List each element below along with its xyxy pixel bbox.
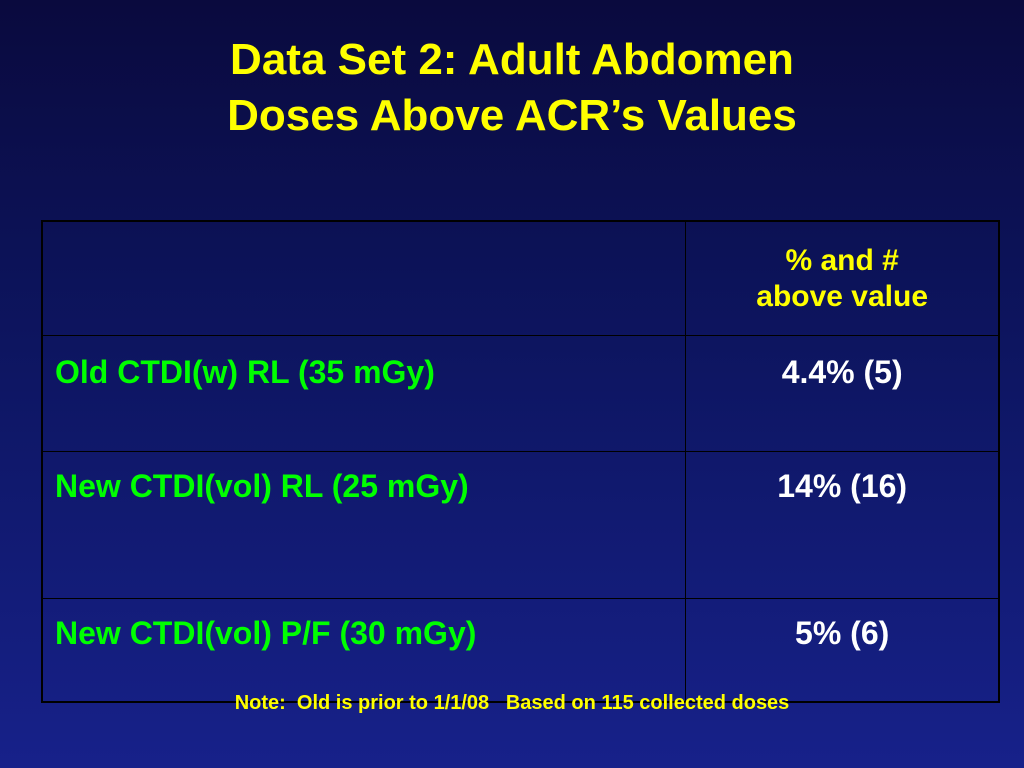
header-value-cell: % and # above value <box>685 220 1000 336</box>
row-label-cell: New CTDI(vol) P/F (30 mGy) <box>41 598 687 703</box>
slide-title: Data Set 2: Adult Abdomen Doses Above AC… <box>0 32 1024 144</box>
dose-table: % and # above value Old CTDI(w) RL (35 m… <box>41 220 1000 703</box>
table-row: New CTDI(vol) RL (25 mGy) 14% (16) <box>41 451 1000 599</box>
header-value-line-2: above value <box>756 279 929 313</box>
row-value-cell: 14% (16) <box>685 451 1000 599</box>
header-value-line-1: % and # <box>785 243 899 277</box>
footnote: Note: Old is prior to 1/1/08 Based on 11… <box>234 692 790 714</box>
table-header-row: % and # above value <box>41 220 1000 336</box>
header-empty-cell <box>41 220 687 336</box>
row-label-cell: Old CTDI(w) RL (35 mGy) <box>41 335 687 452</box>
row-value-cell: 4.4% (5) <box>685 335 1000 452</box>
title-line-2: Doses Above ACR’s Values <box>227 91 797 140</box>
table-row: New CTDI(vol) P/F (30 mGy) 5% (6) <box>41 598 1000 703</box>
title-line-1: Data Set 2: Adult Abdomen <box>230 35 794 84</box>
row-label-cell: New CTDI(vol) RL (25 mGy) <box>41 451 687 599</box>
row-value-cell: 5% (6) <box>685 598 1000 703</box>
table-row: Old CTDI(w) RL (35 mGy) 4.4% (5) <box>41 335 1000 452</box>
